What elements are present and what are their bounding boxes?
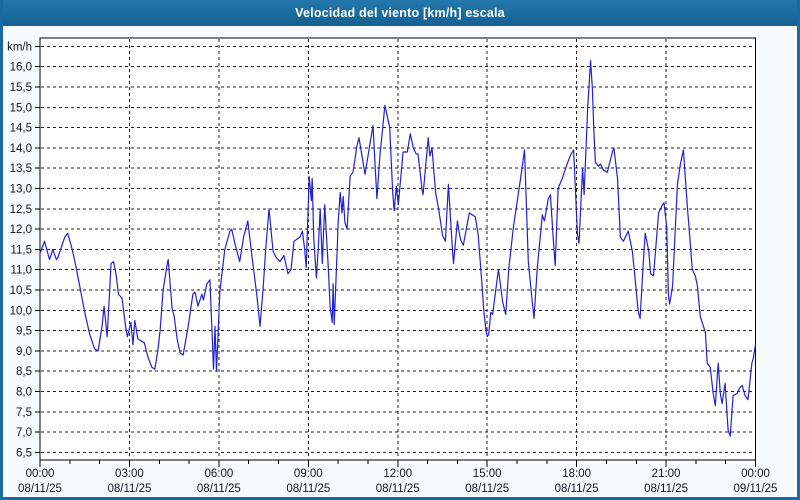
x-tick-date-label: 08/11/25 <box>644 483 688 495</box>
y-tick-label: 6,5 <box>16 447 32 459</box>
chart-area: km/h 16,0 15,5 15,0 14,5 14,0 13,5 13,0 12,5 12,0… <box>3 26 797 497</box>
x-tick-time-label: 12:00 <box>383 468 412 480</box>
x-tick-time-label: 06:00 <box>204 468 233 480</box>
wind-speed-line <box>39 59 757 437</box>
y-tick-label: 11,0 <box>10 265 32 277</box>
x-tick-date-label: 08/11/25 <box>465 483 509 495</box>
x-tick-date-label: 08/11/25 <box>376 483 420 495</box>
x-tick-time-label: 00:00 <box>26 468 55 480</box>
x-tick-time-label: 09:00 <box>294 468 323 480</box>
x-tick-date-label: 08/11/25 <box>197 483 241 495</box>
y-tick-label: 14,5 <box>10 123 32 135</box>
y-tick-label: 16,0 <box>10 62 32 74</box>
y-tick-label: 11,5 <box>10 244 32 256</box>
y-tick-label: 13,0 <box>10 184 32 196</box>
wind-speed-chart: km/h 16,0 15,5 15,0 14,5 14,0 13,5 13,0 12,5 12,0… <box>7 37 778 495</box>
window-titlebar: Velocidad del viento [km/h] escala <box>3 0 797 26</box>
x-tick-date-label: 08/11/25 <box>107 483 151 495</box>
x-tick-time-label: 18:00 <box>562 468 591 480</box>
y-tick-label: 14,0 <box>10 143 32 155</box>
y-tick-label: 8,5 <box>16 366 32 378</box>
x-tick-date-label: 08/11/25 <box>286 483 330 495</box>
y-tick-label: 7,5 <box>16 407 32 419</box>
y-tick-label: 12,0 <box>10 224 32 236</box>
x-tick-date-label: 08/11/25 <box>555 483 599 495</box>
y-tick-label: 7,0 <box>16 427 32 439</box>
y-tick-label: 13,5 <box>10 163 32 175</box>
y-tick-label: 10,0 <box>10 305 32 317</box>
y-tick-label: 15,5 <box>10 82 32 94</box>
x-tick-date-label: 09/11/25 <box>734 483 778 495</box>
y-tick-label: 8,0 <box>16 387 32 399</box>
x-tick-date-label: 08/11/25 <box>18 483 62 495</box>
x-tick-time-label: 15:00 <box>473 468 502 480</box>
x-tick-time-label: 00:00 <box>741 468 770 480</box>
chart-title: Velocidad del viento [km/h] escala <box>295 6 505 20</box>
y-tick-label: 10,5 <box>10 285 32 297</box>
y-tick-label: 15,0 <box>10 102 32 114</box>
x-tick-time-label: 21:00 <box>652 468 681 480</box>
y-tick-label: 9,5 <box>16 326 32 338</box>
y-tick-label: 12,5 <box>10 204 32 216</box>
y-axis-unit-label: km/h <box>7 41 32 53</box>
x-tick-time-label: 03:00 <box>115 468 144 480</box>
y-tick-label: 9,0 <box>16 346 32 358</box>
